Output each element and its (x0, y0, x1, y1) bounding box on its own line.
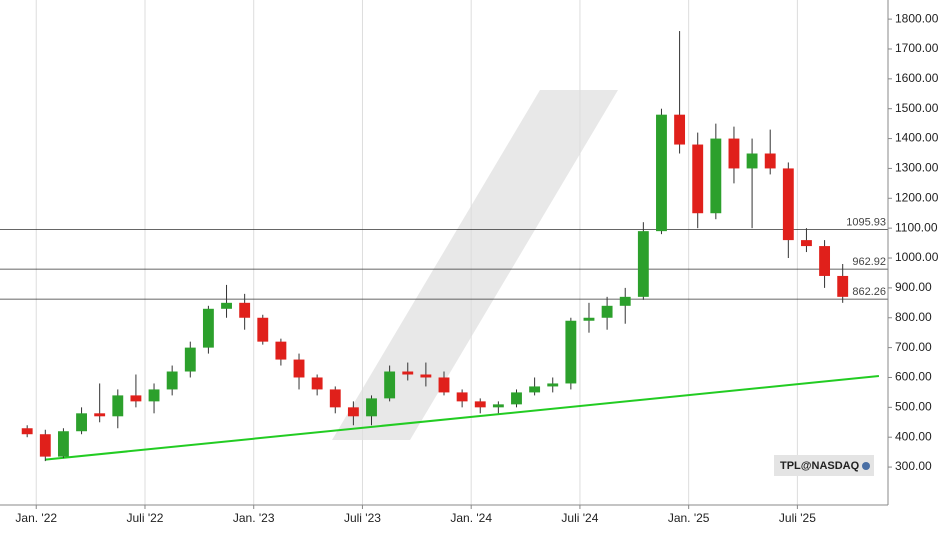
candle-body (601, 305, 613, 318)
y-tick-label: 1800.00 (895, 11, 939, 25)
candle-body (329, 389, 341, 408)
y-tick-label: 300.00 (895, 459, 932, 473)
candle-body (57, 431, 69, 457)
y-tick-label: 1600.00 (895, 71, 939, 85)
candle-body (764, 153, 776, 169)
candle-body (565, 320, 577, 384)
y-tick-label: 700.00 (895, 340, 932, 354)
candle-body (801, 240, 812, 247)
candle-body (656, 114, 667, 232)
candle-body (637, 231, 649, 297)
candle-body (583, 317, 595, 321)
x-tick-label: Juli '25 (779, 511, 816, 525)
y-tick-label: 800.00 (895, 310, 932, 324)
y-tick-label: 500.00 (895, 400, 932, 414)
candle-body (94, 413, 106, 417)
y-tick-label: 1200.00 (895, 190, 939, 204)
level-label: 1095.93 (846, 216, 886, 228)
candle-body (148, 389, 160, 402)
candle-body (166, 371, 178, 390)
candle-body (402, 371, 414, 375)
candle-body (384, 371, 396, 399)
plot-area: 1095.93 962.92 862.26 (0, 0, 888, 505)
candle-body (511, 392, 522, 405)
y-tick-label: 1400.00 (895, 131, 939, 145)
level-label: 962.92 (852, 256, 886, 268)
trendline (45, 374, 880, 461)
y-tick-label: 1100.00 (895, 220, 938, 234)
candle-body (692, 144, 704, 214)
x-tick-label: Jan. '22 (15, 511, 57, 525)
candle-body (456, 392, 468, 402)
y-tick-label: 900.00 (895, 280, 932, 294)
candle-body (837, 275, 849, 297)
candle-body (112, 395, 124, 417)
x-tick-label: Jan. '24 (450, 511, 492, 525)
candle-body (782, 168, 794, 241)
candle-body (474, 401, 486, 408)
candle-body (547, 383, 559, 387)
candle-body (221, 302, 232, 309)
candle-body (39, 434, 51, 457)
x-tick-label: Juli '24 (561, 511, 598, 525)
candle-body (420, 374, 432, 378)
y-tick-label: 1300.00 (895, 161, 939, 175)
candle-body (492, 404, 504, 408)
watermark (332, 90, 618, 440)
candle-body (710, 138, 722, 214)
badge-icon (862, 462, 870, 470)
candle-body (438, 377, 450, 393)
candle-body (239, 302, 251, 318)
y-tick-label: 600.00 (895, 370, 932, 384)
candle-body (366, 398, 377, 417)
candle-body (311, 377, 323, 390)
y-tick-label: 400.00 (895, 429, 932, 443)
candle-body (76, 413, 87, 432)
candle-body (130, 395, 142, 402)
x-tick-label: Juli '22 (126, 511, 163, 525)
candle-body (202, 308, 214, 348)
badge-text: TPL@NASDAQ (780, 460, 860, 472)
candle-body (347, 407, 359, 417)
x-tick-label: Juli '23 (344, 511, 381, 525)
candle-body (529, 386, 541, 393)
y-tick-label: 1000.00 (895, 250, 939, 264)
candle-body (728, 138, 740, 169)
candle-body (184, 347, 196, 372)
candle-body (21, 428, 33, 435)
candle-body (293, 359, 305, 378)
y-tick-label: 1500.00 (895, 101, 939, 115)
candle-body (275, 341, 287, 360)
candle-body (819, 246, 831, 276)
y-tick-label: 1700.00 (895, 41, 939, 55)
candle-body (619, 296, 631, 306)
x-tick-label: Jan. '25 (668, 511, 710, 525)
level-label: 862.26 (852, 286, 886, 298)
x-tick-label: Jan. '23 (233, 511, 275, 525)
candle-body (257, 317, 269, 342)
candle-body (746, 153, 758, 169)
candle-body (674, 114, 686, 145)
badge-box (774, 455, 874, 476)
